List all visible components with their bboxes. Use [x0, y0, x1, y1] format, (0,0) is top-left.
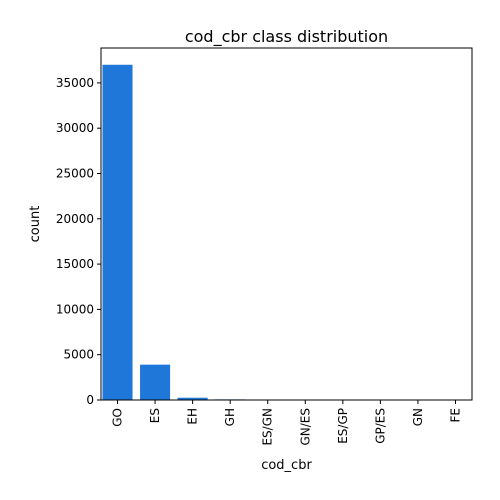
y-tick-label: 35000 — [56, 76, 94, 90]
chart-title: cod_cbr class distribution — [185, 27, 388, 47]
x-tick-label: GP/ES — [373, 408, 387, 444]
x-tick-label: ES — [148, 408, 162, 423]
x-tick-label: ES/GN — [261, 408, 275, 446]
x-tick-label: ES/GP — [336, 408, 350, 444]
y-tick-label: 10000 — [56, 302, 94, 316]
y-tick-label: 25000 — [56, 166, 94, 180]
bars-group — [102, 64, 471, 400]
y-tick-label: 30000 — [56, 121, 94, 135]
x-tick-label: GN/ES — [298, 408, 312, 446]
y-tick-label: 20000 — [56, 212, 94, 226]
y-tick-label: 5000 — [63, 348, 94, 362]
y-tick-label: 0 — [86, 393, 94, 407]
y-tick-label: 15000 — [56, 257, 94, 271]
x-tick-label: GH — [223, 408, 237, 426]
plot-frame — [100, 47, 473, 401]
x-tick-label: GO — [111, 408, 125, 427]
x-axis-title: cod_cbr — [261, 458, 312, 473]
x-axis: GO ES EH GH ES/GN GN/ES ES/GP GP/ES GN FE — [111, 400, 462, 446]
bar-es — [140, 364, 171, 400]
x-tick-label: FE — [448, 408, 462, 422]
bar-go — [102, 64, 133, 400]
x-tick-label: GN — [411, 408, 425, 426]
bar-eh — [177, 397, 208, 400]
y-axis: 0 5000 10000 15000 20000 25000 30000 35000 — [56, 76, 101, 407]
y-axis-title: count — [28, 206, 43, 243]
x-tick-label: EH — [186, 408, 200, 425]
